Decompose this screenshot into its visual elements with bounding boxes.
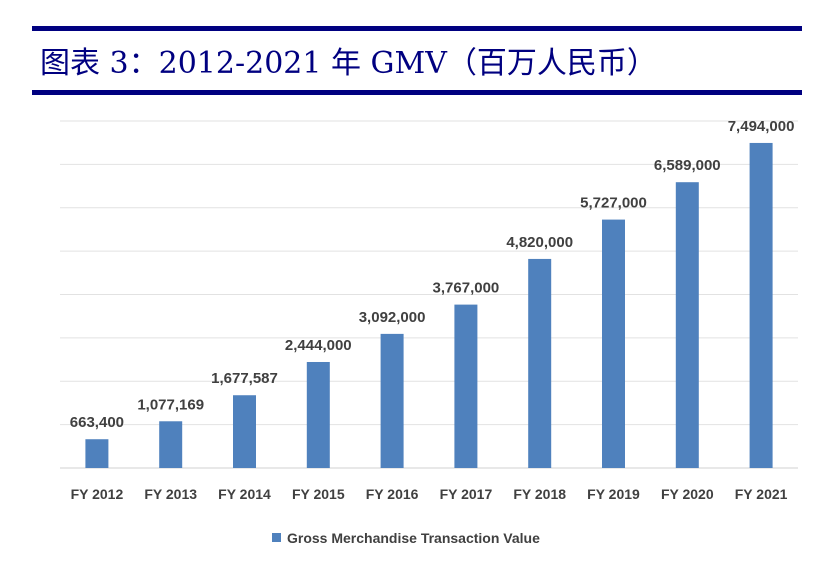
bar [454, 304, 478, 468]
legend-swatch [272, 533, 281, 542]
bar [233, 395, 256, 468]
x-tick-label: FY 2012 [71, 486, 124, 502]
data-label: 3,767,000 [433, 280, 500, 297]
bar [306, 361, 330, 468]
bar [528, 258, 552, 468]
data-label: 2,444,000 [285, 337, 352, 354]
data-label: 3,092,000 [359, 309, 426, 326]
data-label: 6,589,000 [654, 157, 721, 174]
title-bottom-rule [32, 90, 802, 95]
data-label: 7,494,000 [728, 118, 795, 135]
x-tick-label: FY 2021 [735, 486, 788, 502]
x-tick-label: FY 2017 [440, 486, 493, 502]
bar [749, 142, 773, 468]
data-label: 5,727,000 [580, 195, 647, 212]
x-tick-label: FY 2019 [587, 486, 640, 502]
bar [602, 219, 625, 468]
x-tick-label: FY 2015 [292, 486, 345, 502]
title-top-rule [32, 26, 802, 31]
bar [380, 333, 404, 468]
legend-label: Gross Merchandise Transaction Value [287, 530, 540, 546]
bar [675, 182, 699, 468]
x-tick-label: FY 2016 [366, 486, 419, 502]
chart-title: 图表 3：2012-2021 年 GMV（百万人民币） [40, 46, 657, 81]
bar [159, 421, 183, 468]
x-tick-label: FY 2013 [144, 486, 197, 502]
data-label: 1,077,169 [137, 396, 204, 413]
bar [85, 439, 109, 468]
x-tick-label: FY 2014 [218, 486, 271, 502]
x-tick-label: FY 2020 [661, 486, 714, 502]
data-label: 1,677,587 [211, 370, 278, 387]
data-label: 4,820,000 [506, 234, 573, 251]
x-tick-label: FY 2018 [513, 486, 566, 502]
data-label: 663,400 [70, 414, 124, 431]
